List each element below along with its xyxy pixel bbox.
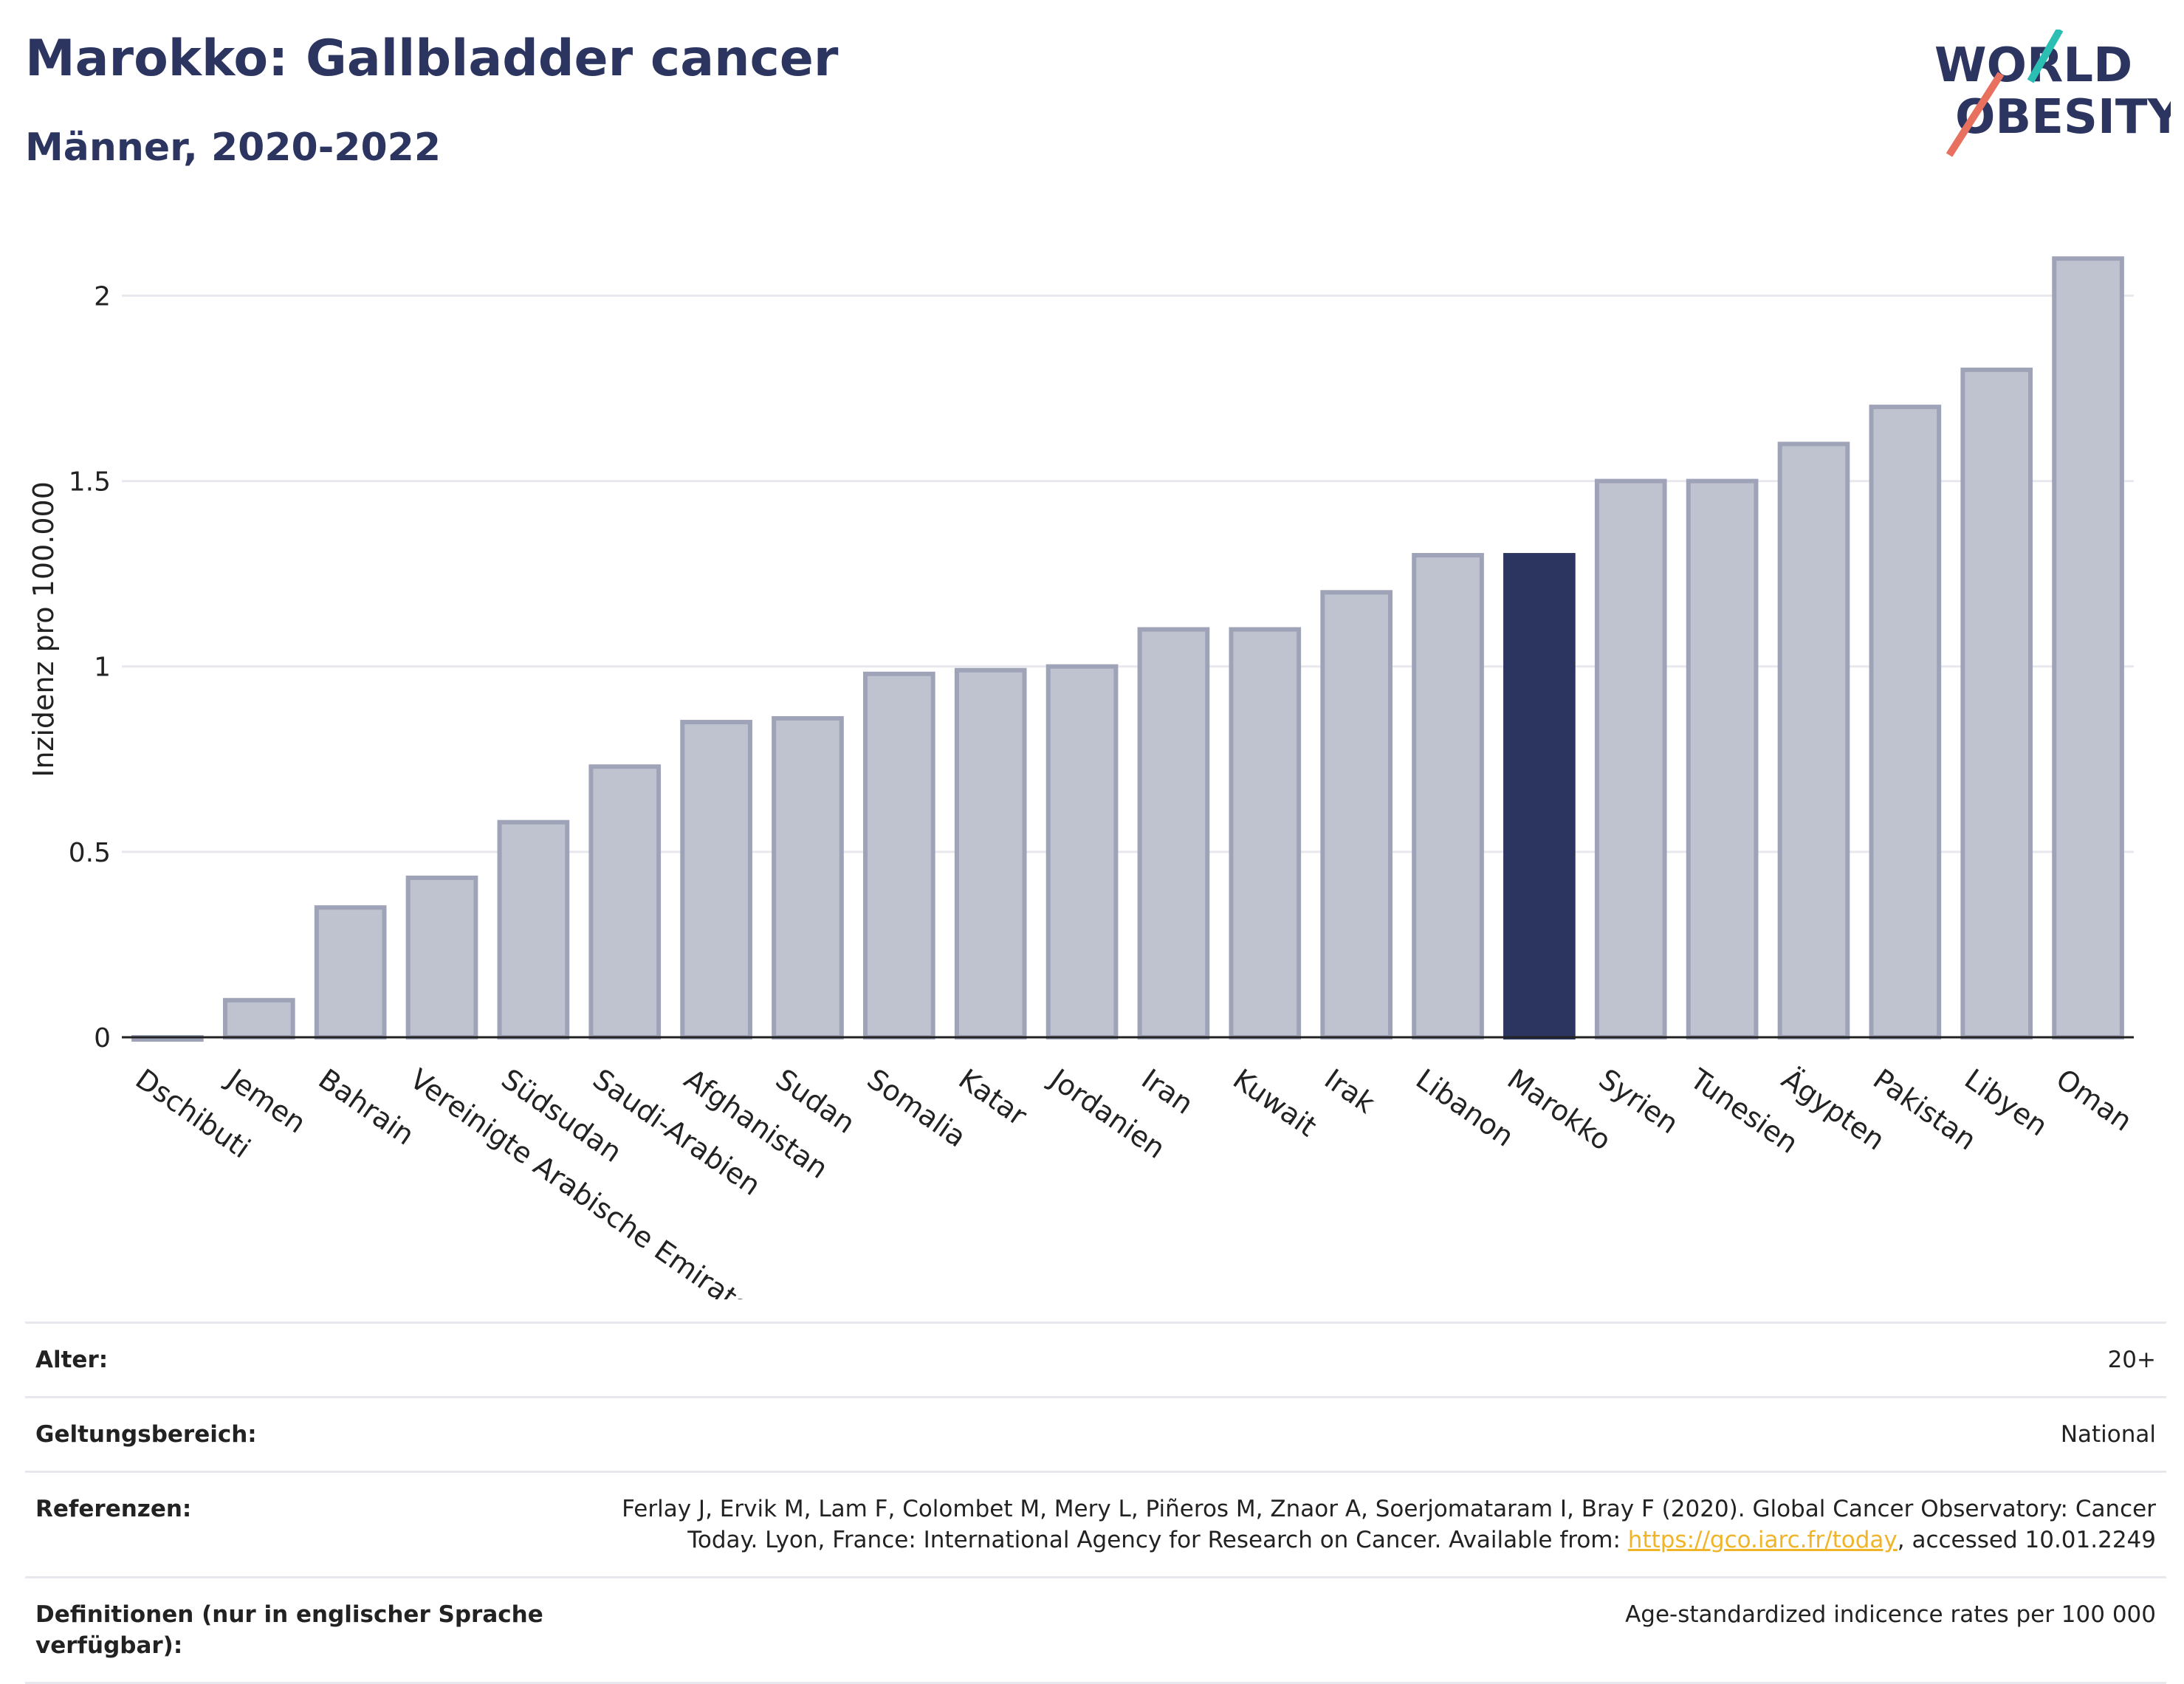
bar-7 bbox=[772, 716, 844, 1040]
y-tick-label: 0.5 bbox=[69, 838, 111, 868]
metadata-table: Alter: 20+ Geltungsbereich: National Ref… bbox=[25, 1322, 2166, 1684]
x-tick-label: Marokko bbox=[1502, 1062, 1617, 1157]
bar-21 bbox=[2052, 256, 2124, 1039]
meta-row-age: Alter: 20+ bbox=[25, 1322, 2166, 1396]
bar-16 bbox=[1594, 478, 1667, 1040]
references-link[interactable]: https://gco.iarc.fr/today bbox=[1627, 1527, 1898, 1553]
bar-1 bbox=[222, 997, 295, 1039]
bar-19 bbox=[1869, 405, 1942, 1039]
logo-slash-teal bbox=[2027, 30, 2064, 83]
y-axis-label: Inzidenz pro 100.000 bbox=[27, 481, 60, 777]
bar-15 bbox=[1503, 553, 1576, 1039]
logo-line2: OBESITY bbox=[1955, 90, 2171, 145]
bar-2 bbox=[314, 905, 387, 1039]
age-value: 20+ bbox=[2107, 1347, 2156, 1373]
bar-6 bbox=[680, 720, 752, 1039]
bar-10 bbox=[1045, 664, 1119, 1040]
x-tick-label: Somalia bbox=[862, 1062, 972, 1153]
bar-14 bbox=[1412, 553, 1484, 1039]
x-tick-label: Bahrain bbox=[312, 1062, 420, 1151]
references-label: Referenzen: bbox=[35, 1496, 192, 1522]
definitions-label: Definitionen (nur in englischer Sprache … bbox=[35, 1601, 543, 1659]
bar-4 bbox=[497, 819, 570, 1039]
references-text: Ferlay J, Ervik M, Lam F, Colombet M, Me… bbox=[622, 1496, 2156, 1553]
bars bbox=[131, 256, 2124, 1042]
bar-17 bbox=[1686, 478, 1759, 1040]
age-label: Alter: bbox=[35, 1347, 109, 1373]
references-accessed: , accessed 10.01.2249 bbox=[1897, 1527, 2156, 1553]
x-tick-label: Irak bbox=[1319, 1062, 1381, 1119]
meta-row-scope: Geltungsbereich: National bbox=[25, 1396, 2166, 1471]
page-subtitle: Männer, 2020-2022 bbox=[25, 126, 442, 170]
references-value: Ferlay J, Ervik M, Lam F, Colombet M, Me… bbox=[605, 1494, 2156, 1556]
y-tick-label: 0 bbox=[94, 1023, 111, 1054]
bar-12 bbox=[1229, 627, 1302, 1039]
scope-value: National bbox=[2060, 1421, 2156, 1448]
x-tick-label: Libanon bbox=[1410, 1062, 1520, 1152]
world-obesity-logo: WORLD OBESITY bbox=[1934, 30, 2171, 157]
logo-line1: WORLD bbox=[1934, 38, 2132, 93]
bar-18 bbox=[1777, 441, 1850, 1039]
meta-row-definitions: Definitionen (nur in englischer Sprache … bbox=[25, 1576, 2166, 1684]
y-tick-label: 1 bbox=[94, 653, 111, 683]
x-tick-label: Kuwait bbox=[1227, 1062, 1322, 1143]
bar-20 bbox=[1960, 367, 2033, 1039]
meta-row-references: Referenzen: Ferlay J, Ervik M, Lam F, Co… bbox=[25, 1471, 2166, 1576]
y-tick-label: 2 bbox=[94, 281, 111, 312]
y-tick-label: 1.5 bbox=[69, 467, 111, 498]
bar-9 bbox=[954, 667, 1027, 1039]
scope-label: Geltungsbereich: bbox=[35, 1421, 257, 1448]
x-tick-label: Pakistan bbox=[1867, 1062, 1982, 1156]
x-tick-label: Oman bbox=[2050, 1062, 2138, 1138]
page-title: Marokko: Gallbladder cancer bbox=[25, 30, 839, 88]
bar-11 bbox=[1137, 627, 1210, 1039]
y-tick-labels: 0 0.5 1 1.5 2 bbox=[69, 281, 111, 1054]
x-tick-label: Iran bbox=[1136, 1062, 1199, 1121]
logo-slash-red bbox=[1946, 72, 2005, 157]
definitions-value: Age-standardized indicence rates per 100… bbox=[1625, 1601, 2156, 1628]
bar-8 bbox=[863, 671, 935, 1039]
bar-13 bbox=[1320, 590, 1393, 1039]
bar-3 bbox=[405, 876, 478, 1039]
bar-5 bbox=[588, 764, 662, 1039]
